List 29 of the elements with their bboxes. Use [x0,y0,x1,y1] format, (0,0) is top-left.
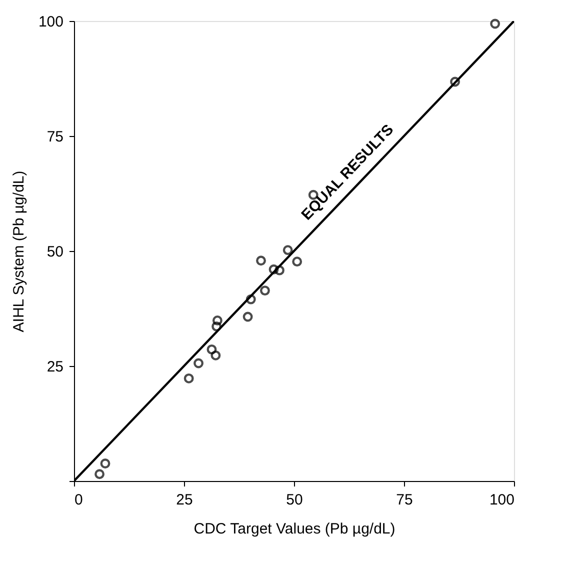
point [292,256,302,267]
point [282,245,293,256]
x-tick-label: 0 [74,492,83,508]
point [184,373,194,384]
point [210,350,221,360]
point [94,469,104,480]
x-axis-title: CDC Target Values (Pb µg/dL) [194,520,396,538]
point [242,312,253,322]
y-tick-label: 25 [46,358,64,376]
point [212,321,222,332]
point [256,256,266,266]
point [246,294,256,304]
point [194,358,204,368]
x-tick-label: 100 [489,492,514,508]
y-axis-title: AIHL System (Pb µg/dL) [10,170,28,332]
y-tick-label: 50 [46,244,64,260]
x-tick-label: 75 [396,492,413,508]
x-tick-label: 25 [176,492,193,508]
point [212,315,222,326]
point [274,265,284,276]
point [260,286,270,296]
point [450,76,460,87]
y-tick-label: 75 [46,128,64,146]
point [206,344,217,354]
point [490,18,500,29]
point [100,458,110,468]
y-tick-label: 100 [38,14,64,30]
x-tick-label: 50 [286,492,303,508]
point [268,264,279,274]
